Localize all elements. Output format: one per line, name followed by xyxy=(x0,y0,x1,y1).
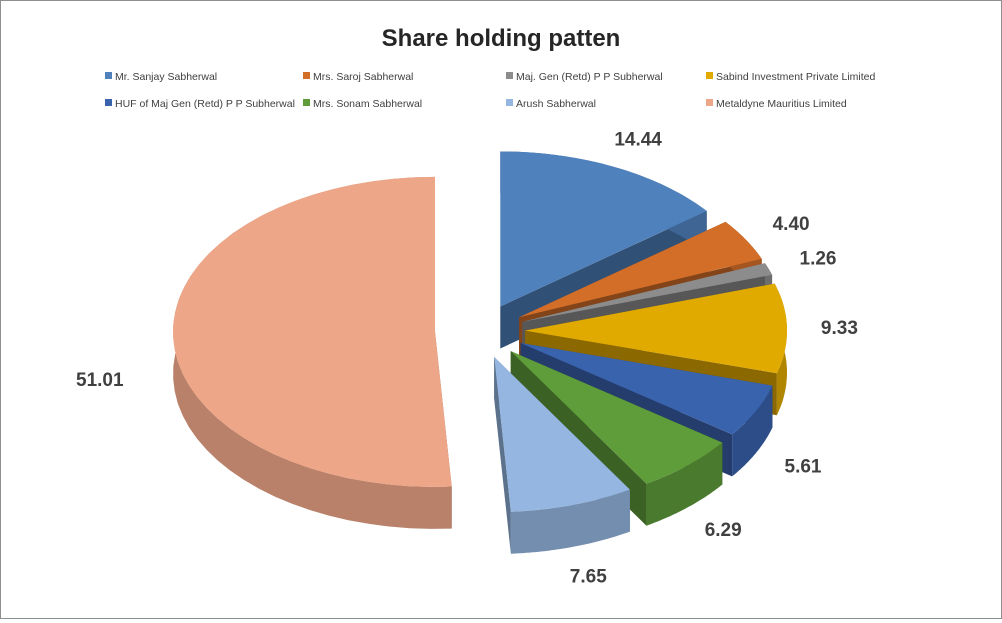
legend-label: Metaldyne Mauritius Limited xyxy=(716,98,847,110)
legend-label: Sabind Investment Private Limited xyxy=(716,71,875,83)
legend-label: Mrs. Sonam Sabherwal xyxy=(313,98,422,110)
data-label-mrs-sonam-sabherwal: 6.29 xyxy=(705,520,742,541)
legend-item-sabind-investment-private-limited: Sabind Investment Private Limited xyxy=(706,71,875,83)
legend-label: Arush Sabherwal xyxy=(516,98,596,110)
legend-item-mrs-sonam-sabherwal: Mrs. Sonam Sabherwal xyxy=(303,98,422,110)
chart-title: Share holding patten xyxy=(382,25,621,52)
legend-label: Mrs. Saroj Sabherwal xyxy=(313,71,413,83)
pie-slice-metaldyne-mauritius-limited xyxy=(173,176,452,529)
legend-item-mr-sanjay-sabherwal: Mr. Sanjay Sabherwal xyxy=(105,71,217,83)
legend-item-metaldyne-mauritius-limited: Metaldyne Mauritius Limited xyxy=(706,98,847,110)
pie-slice-arush-sabherwal xyxy=(494,357,630,554)
legend-swatch xyxy=(506,72,513,79)
legend-label: HUF of Maj Gen (Retd) P P Subherwal xyxy=(115,98,295,110)
data-label-mr-sanjay-sabherwal: 14.44 xyxy=(614,129,662,150)
data-label-maj-gen-retd-p-p-subherwal: 1.26 xyxy=(800,248,837,269)
data-labels: 14.44 4.40 1.26 9.33 5.61 6.29 7.65 51.01 xyxy=(76,129,858,587)
legend-swatch xyxy=(303,72,310,79)
legend-swatch xyxy=(303,99,310,106)
data-label-sabind-investment-private-limited: 9.33 xyxy=(821,318,858,339)
data-label-metaldyne-mauritius-limited: 51.01 xyxy=(76,370,124,391)
data-label-mrs-saroj-sabherwal: 4.40 xyxy=(773,214,810,235)
data-label-huf-of-maj-gen-retd-p-p-subherwal: 5.61 xyxy=(785,457,822,478)
legend-swatch xyxy=(506,99,513,106)
pie-slices xyxy=(173,151,787,554)
legend-swatch xyxy=(706,99,713,106)
legend-swatch xyxy=(105,99,112,106)
legend-item-huf-of-maj-gen-retd-p-p-subherwal: HUF of Maj Gen (Retd) P P Subherwal xyxy=(105,98,295,110)
legend-item-arush-sabherwal: Arush Sabherwal xyxy=(506,98,596,110)
data-label-arush-sabherwal: 7.65 xyxy=(570,567,607,588)
legend: Mr. Sanjay Sabherwal Mrs. Saroj Sabherwal… xyxy=(105,71,875,110)
legend-label: Maj. Gen (Retd) P P Subherwal xyxy=(516,71,663,83)
legend-swatch xyxy=(105,72,112,79)
legend-label: Mr. Sanjay Sabherwal xyxy=(115,71,217,83)
legend-swatch xyxy=(706,72,713,79)
legend-item-mrs-saroj-sabherwal: Mrs. Saroj Sabherwal xyxy=(303,71,413,83)
legend-item-maj-gen-retd-p-p-subherwal: Maj. Gen (Retd) P P Subherwal xyxy=(506,71,663,83)
